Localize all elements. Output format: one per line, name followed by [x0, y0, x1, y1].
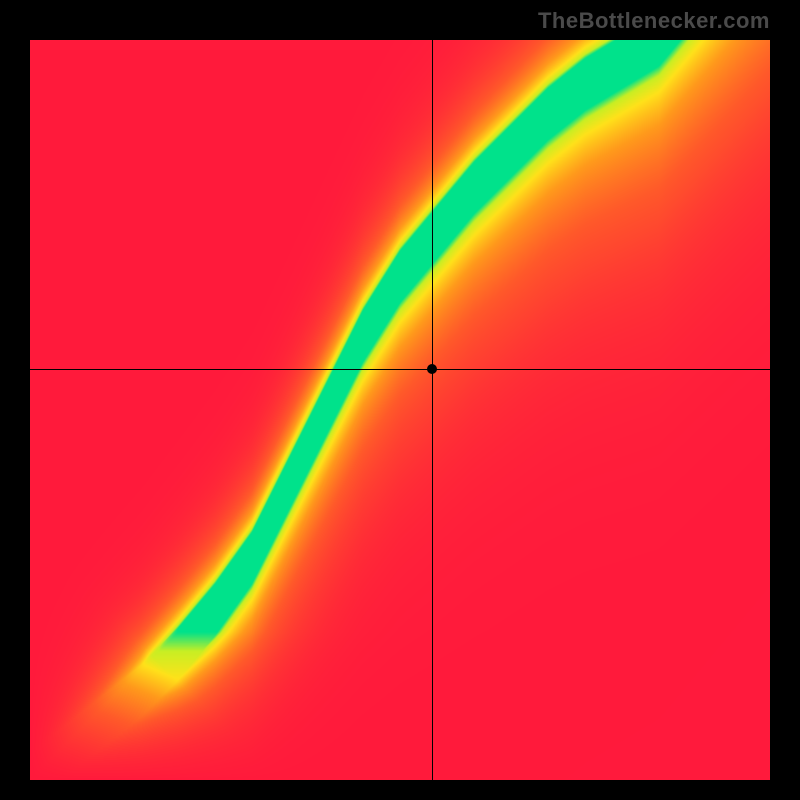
chart-container: { "watermark": { "text": "TheBottlenecke…: [0, 0, 800, 800]
crosshair-horizontal: [30, 369, 770, 370]
crosshair-vertical: [432, 40, 433, 780]
heatmap-canvas: [30, 40, 770, 780]
marker-dot: [427, 364, 437, 374]
watermark-text: TheBottlenecker.com: [538, 8, 770, 34]
heatmap-plot: [30, 40, 770, 780]
